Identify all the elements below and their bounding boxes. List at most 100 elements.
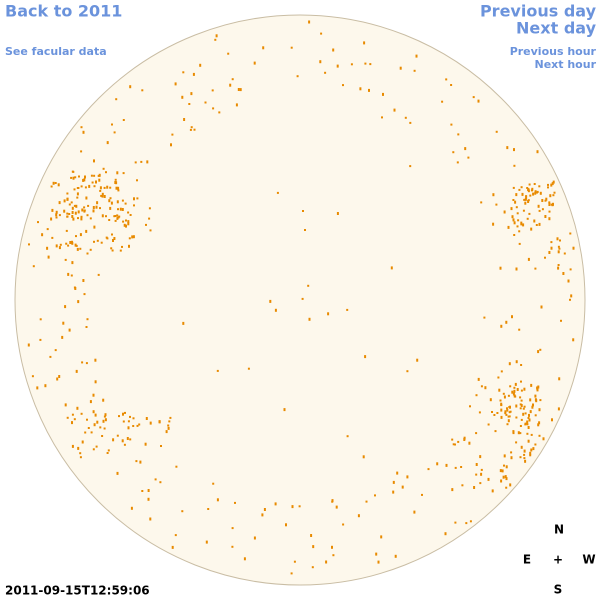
facula: [235, 103, 238, 107]
facula: [331, 500, 334, 503]
facula: [528, 212, 531, 215]
facula: [544, 215, 547, 218]
facula: [63, 209, 66, 213]
facula: [124, 411, 126, 414]
facula: [519, 432, 522, 435]
facula: [127, 222, 130, 226]
facula: [538, 421, 541, 425]
facula: [520, 404, 523, 407]
facula: [171, 133, 174, 136]
facula: [175, 465, 178, 468]
facula: [527, 188, 530, 191]
facula: [82, 178, 85, 182]
facula: [536, 386, 539, 390]
facula: [502, 392, 505, 395]
facula: [518, 230, 521, 233]
previous-hour-link[interactable]: Previous hour: [510, 45, 597, 58]
facula: [357, 514, 360, 518]
facula: [54, 349, 57, 352]
facula: [27, 343, 30, 347]
facula: [532, 403, 534, 407]
facula: [88, 184, 91, 188]
next-day-link[interactable]: Next day: [516, 19, 597, 38]
facula: [129, 85, 132, 89]
facula: [76, 406, 79, 410]
facula: [550, 183, 553, 187]
facula: [101, 435, 104, 437]
facula: [51, 236, 54, 239]
facula: [93, 159, 95, 163]
facula: [528, 183, 531, 186]
facula: [526, 187, 529, 189]
facula: [136, 179, 138, 182]
facula: [189, 128, 192, 131]
facula: [74, 243, 77, 247]
facula: [113, 215, 116, 218]
facula: [171, 545, 174, 549]
facula: [498, 388, 501, 392]
facula: [506, 423, 509, 426]
facula: [436, 462, 439, 466]
facular-data-link[interactable]: See facular data: [5, 45, 107, 58]
facula: [93, 225, 96, 229]
facula: [135, 460, 138, 463]
facula: [520, 221, 523, 225]
facula: [530, 383, 533, 387]
facula: [551, 204, 554, 207]
facula: [491, 489, 494, 493]
facula: [399, 66, 402, 70]
facula: [509, 405, 511, 409]
facula: [441, 100, 444, 103]
facula: [480, 201, 483, 204]
facula: [75, 244, 78, 247]
facula: [508, 362, 511, 366]
facula: [506, 146, 509, 150]
back-link[interactable]: Back to 2011: [5, 2, 122, 21]
facula: [513, 164, 516, 167]
facula: [516, 388, 519, 391]
facula: [538, 185, 541, 188]
facula: [86, 214, 89, 217]
facula: [393, 108, 396, 112]
facula: [319, 60, 322, 64]
facula: [54, 182, 57, 184]
facula: [70, 201, 73, 204]
facula: [336, 212, 339, 215]
facula: [112, 239, 114, 242]
facula: [514, 382, 517, 386]
facula: [507, 225, 510, 229]
facula: [512, 218, 515, 222]
facula: [80, 412, 83, 415]
facula: [522, 407, 525, 410]
facula: [67, 244, 70, 247]
facula: [523, 449, 526, 453]
facula: [552, 194, 555, 197]
facula: [368, 88, 370, 92]
facula: [113, 237, 116, 240]
facula: [90, 174, 93, 177]
facula: [557, 264, 560, 266]
facula: [528, 413, 530, 417]
facula: [168, 420, 171, 423]
facula: [311, 566, 314, 569]
facula: [99, 189, 102, 192]
facula: [207, 508, 210, 510]
facula: [534, 398, 537, 402]
facula: [101, 192, 104, 196]
facula: [572, 246, 575, 250]
facula: [534, 191, 537, 195]
next-hour-link[interactable]: Next hour: [535, 58, 597, 71]
facula: [541, 199, 544, 202]
facula: [526, 423, 529, 426]
facula: [122, 420, 125, 423]
facula: [46, 246, 49, 250]
facula: [74, 287, 77, 290]
facula: [505, 320, 508, 324]
facula: [182, 71, 185, 74]
facula: [535, 224, 538, 226]
facula: [102, 419, 105, 423]
facula: [129, 438, 132, 441]
previous-day-link[interactable]: Previous day: [480, 2, 597, 21]
facula: [134, 161, 137, 164]
facula: [84, 175, 86, 179]
